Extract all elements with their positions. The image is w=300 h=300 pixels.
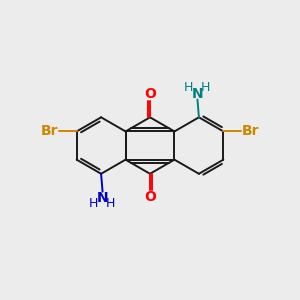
Text: O: O: [144, 190, 156, 204]
Text: N: N: [97, 190, 108, 205]
Text: N: N: [192, 86, 203, 100]
Text: H: H: [89, 197, 98, 210]
Text: H: H: [201, 81, 210, 94]
Text: H: H: [106, 197, 116, 210]
Text: H: H: [184, 81, 193, 94]
Text: Br: Br: [242, 124, 259, 138]
Text: Br: Br: [41, 124, 58, 138]
Text: O: O: [144, 87, 156, 101]
